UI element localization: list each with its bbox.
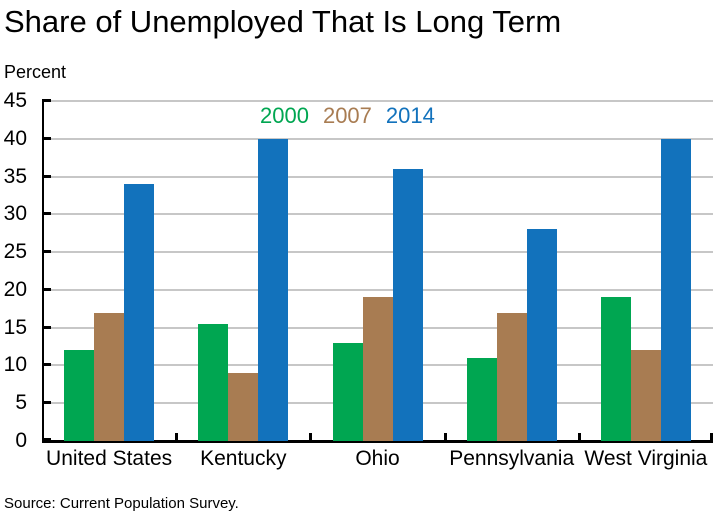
y-tick-label-30: 30	[3, 202, 27, 226]
x-label-ohio: Ohio	[355, 447, 400, 470]
gridline-40	[42, 137, 713, 140]
gridline-45	[42, 100, 713, 102]
x-label-kentucky: Kentucky	[200, 447, 287, 470]
bar-pennsylvania-2007	[496, 312, 527, 441]
bar-ohio-2000	[332, 342, 363, 441]
y-tick-label-25: 25	[3, 240, 27, 264]
bar-united-states-2014	[124, 184, 155, 441]
y-tick-15	[42, 325, 51, 329]
x-label-united-states: United States	[46, 447, 173, 470]
y-tick-5	[42, 401, 51, 405]
bar-united-states-2000	[64, 350, 95, 441]
legend-item-2014: 2014	[385, 103, 435, 128]
y-tick-40	[42, 136, 51, 140]
bar-pennsylvania-2014	[526, 229, 557, 441]
gridline-25	[42, 251, 713, 254]
y-axis-line	[42, 101, 44, 441]
x-label-pennsylvania: Pennsylvania	[449, 447, 575, 470]
legend-item-2007: 2007	[322, 103, 372, 128]
y-tick-45	[42, 99, 51, 102]
y-tick-0	[42, 438, 51, 441]
y-axis-tick-labels: 0 5 10 15 20 25 30 35 40 45	[0, 89, 36, 452]
y-tick-label-5: 5	[15, 391, 27, 415]
chart-legend: 2000 2007 2014	[260, 103, 435, 129]
bar-united-states-2007	[94, 312, 125, 441]
source-note: Source: Current Population Survey.	[4, 495, 239, 512]
y-tick-label-35: 35	[3, 164, 27, 188]
x-axis-line	[42, 440, 713, 443]
bar-kentucky-2007	[228, 373, 259, 441]
gridline-20	[42, 288, 713, 291]
y-axis-unit-label: Percent	[4, 62, 67, 82]
y-tick-30	[42, 212, 51, 216]
x-tick-1	[175, 433, 179, 441]
x-tick-5	[710, 433, 713, 441]
y-tick-label-15: 15	[3, 315, 27, 339]
gridline-35	[42, 175, 713, 178]
y-tick-label-40: 40	[3, 126, 27, 150]
y-tick-25	[42, 250, 51, 254]
x-axis-category-labels: United States Kentucky Ohio Pennsylvania Wes…	[42, 447, 713, 473]
bar-west-virginia-2014	[660, 138, 691, 441]
bar-west-virginia-2007	[630, 350, 661, 441]
y-tick-10	[42, 363, 51, 367]
plot-area	[42, 99, 713, 443]
y-tick-35	[42, 174, 51, 178]
gridline-30	[42, 213, 713, 216]
bar-kentucky-2014	[258, 138, 289, 441]
x-label-west-virginia: West Virginia	[584, 447, 708, 470]
bar-ohio-2014	[392, 169, 423, 441]
bar-pennsylvania-2000	[466, 357, 497, 441]
bar-kentucky-2000	[198, 323, 229, 441]
y-tick-20	[42, 287, 51, 291]
y-tick-label-45: 45	[3, 89, 27, 112]
y-tick-label-20: 20	[3, 277, 27, 301]
x-tick-2	[309, 433, 313, 441]
x-tick-3	[443, 433, 447, 441]
chart-title: Share of Unemployed That Is Long Term	[4, 4, 562, 39]
bar-ohio-2007	[362, 297, 393, 441]
x-tick-4	[577, 433, 581, 441]
y-tick-label-10: 10	[3, 353, 27, 377]
bar-west-virginia-2000	[600, 297, 631, 441]
legend-item-2000: 2000	[260, 103, 309, 128]
y-tick-label-0: 0	[15, 429, 27, 452]
